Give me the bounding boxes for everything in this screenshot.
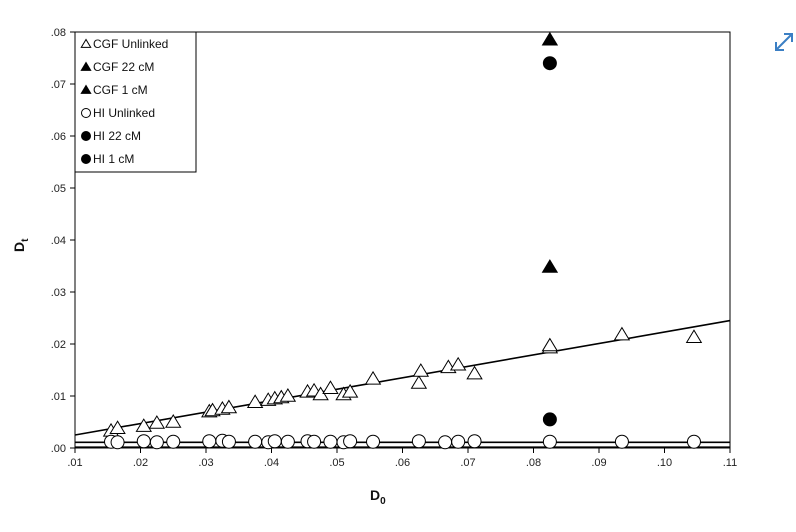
- y-tick-label: .06: [51, 131, 66, 143]
- legend-label: CGF 1 cM: [93, 83, 148, 97]
- legend: CGF Unlinked CGF 22 cM CGF 1 cM HI Unlinked…: [74, 31, 197, 173]
- y-axis-label-subscript: t: [20, 238, 31, 242]
- point-hi-unlinked: [323, 434, 338, 449]
- point-cgf-unlinked: [109, 420, 126, 434]
- legend-label: CGF 22 cM: [93, 60, 154, 74]
- y-tick-label: .07: [51, 79, 66, 91]
- legend-marker: [80, 38, 92, 48]
- point-cgf-unlinked: [613, 326, 631, 341]
- point-cgf-unlinked: [412, 363, 430, 377]
- legend-marker: [80, 61, 92, 71]
- expand-icon: [775, 33, 793, 51]
- x-tick-label: .05: [329, 457, 344, 469]
- x-tick-label: .03: [198, 457, 213, 469]
- point-hi-unlinked: [221, 434, 236, 449]
- legend-box: [74, 31, 197, 173]
- point-hi-unlinked: [542, 434, 557, 449]
- x-tick-label: .04: [264, 457, 279, 469]
- y-tick-label: .05: [51, 183, 66, 195]
- point-cgf-unlinked: [220, 399, 238, 414]
- point-cgf-22-cm: [541, 31, 559, 46]
- y-tick-label: .04: [51, 235, 66, 247]
- point-cgf-unlinked: [322, 380, 339, 394]
- point-hi-unlinked: [280, 434, 295, 449]
- x-tick-label: .11: [723, 457, 737, 469]
- data-points: [102, 31, 703, 450]
- point-hi-unlinked: [307, 434, 322, 449]
- point-hi-unlinked: [149, 435, 164, 450]
- y-tick-label: .00: [51, 443, 66, 455]
- legend-label: HI Unlinked: [93, 106, 155, 120]
- point-hi-unlinked: [366, 434, 381, 449]
- point-hi-unlinked: [136, 434, 151, 449]
- x-tick-label: .06: [395, 457, 410, 469]
- point-hi-unlinked: [686, 434, 701, 449]
- y-tick-label: .01: [51, 391, 66, 403]
- point-hi-22-cm: [542, 56, 557, 71]
- x-tick-label: .01: [67, 457, 82, 469]
- x-axis-ticks: .01 .02 .03 .04 .05 .06 .07 .08 .09 .10 .11: [67, 448, 737, 469]
- point-hi-unlinked: [110, 435, 125, 450]
- x-tick-label: .07: [460, 457, 475, 469]
- x-tick-label: .09: [591, 457, 606, 469]
- y-axis-label: Dt: [11, 238, 31, 252]
- point-hi-unlinked: [343, 434, 358, 449]
- point-hi-unlinked: [267, 434, 282, 449]
- legend-marker: [81, 131, 91, 141]
- x-tick-label: .10: [657, 457, 672, 469]
- point-cgf-unlinked: [685, 329, 703, 343]
- expand-button[interactable]: [768, 24, 796, 58]
- point-hi-unlinked: [248, 434, 263, 449]
- point-cgf-unlinked: [541, 337, 559, 352]
- x-axis-label-subscript: 0: [380, 496, 386, 507]
- y-tick-label: .03: [51, 287, 66, 299]
- point-cgf-unlinked: [135, 418, 153, 432]
- x-tick-label: .02: [133, 457, 148, 469]
- point-cgf-unlinked: [410, 375, 428, 389]
- point-hi-unlinked: [411, 434, 426, 449]
- point-cgf-1-cm: [541, 259, 559, 273]
- legend-label: HI 22 cM: [93, 129, 141, 143]
- point-hi-unlinked: [166, 434, 181, 449]
- point-hi-unlinked: [202, 434, 217, 449]
- legend-marker: [80, 84, 92, 94]
- legend-marker: [81, 154, 91, 164]
- y-tick-label: .02: [51, 339, 66, 351]
- x-tick-label: .08: [526, 457, 541, 469]
- point-hi-unlinked: [614, 434, 629, 449]
- point-cgf-unlinked: [449, 356, 467, 371]
- point-cgf-unlinked: [279, 388, 297, 402]
- y-tick-label: .08: [51, 27, 66, 39]
- x-axis-label: D0: [370, 487, 386, 507]
- point-hi-1-cm: [542, 412, 557, 427]
- point-cgf-unlinked: [341, 383, 359, 398]
- point-hi-unlinked: [438, 435, 453, 450]
- point-cgf-unlinked: [165, 414, 182, 428]
- legend-label: CGF Unlinked: [93, 37, 168, 51]
- point-cgf-unlinked: [246, 394, 264, 408]
- point-hi-unlinked: [451, 434, 466, 449]
- point-cgf-unlinked: [466, 365, 483, 380]
- legend-label: HI 1 cM: [93, 152, 134, 166]
- legend-marker: [81, 108, 91, 118]
- point-hi-unlinked: [467, 434, 482, 449]
- point-cgf-unlinked: [364, 370, 382, 385]
- y-axis-ticks: .00 .01 .02 .03 .04 .05 .06 .07 .08: [51, 27, 75, 455]
- point-cgf-unlinked: [148, 415, 166, 429]
